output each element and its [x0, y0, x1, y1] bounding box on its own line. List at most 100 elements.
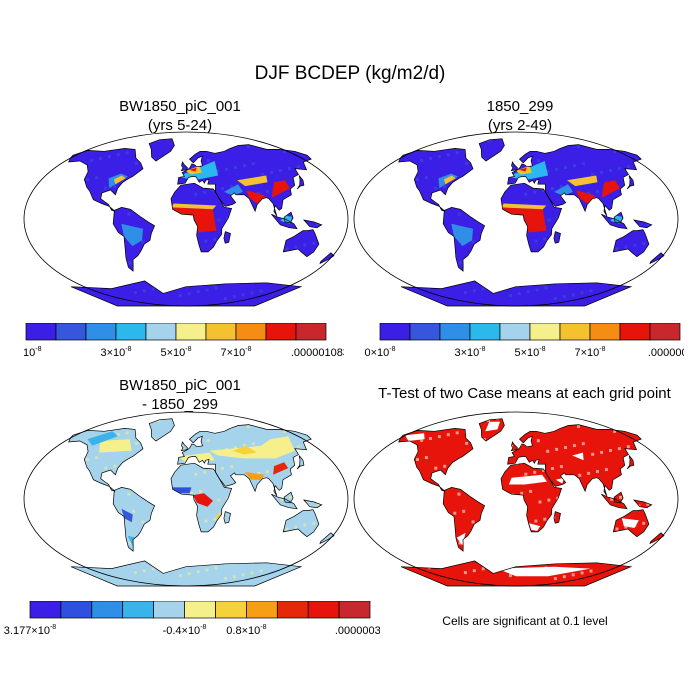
- land-speckle: [346, 149, 349, 152]
- land-speckle: [580, 291, 584, 295]
- land-speckle: [529, 489, 533, 493]
- land-speckle: [424, 456, 428, 460]
- land-speckle: [624, 245, 628, 249]
- land-speckle: [616, 576, 620, 580]
- land-speckle: [472, 289, 476, 293]
- coastline-japan: [296, 175, 305, 190]
- land-speckle: [142, 569, 146, 573]
- panel-title-line1: BW1850_piC_001: [119, 98, 241, 115]
- land-speckle: [223, 297, 227, 301]
- land-speckle: [102, 583, 106, 586]
- land-speckle: [148, 586, 151, 588]
- field-region: [273, 462, 289, 475]
- land-speckle: [316, 222, 320, 226]
- field-region: [171, 203, 217, 210]
- land-speckle: [93, 305, 97, 306]
- land-speckle: [43, 273, 46, 276]
- colorbar-box: [175, 323, 207, 341]
- land-speckle: [373, 553, 376, 556]
- land-speckle: [423, 305, 427, 306]
- land-speckle: [337, 151, 340, 154]
- land-speckle: [273, 139, 277, 143]
- land-speckle: [581, 162, 585, 166]
- land-speckle: [352, 130, 355, 133]
- colorbar-box: [115, 323, 147, 341]
- coastline-northamerica: [398, 148, 474, 212]
- land-speckle: [58, 580, 61, 583]
- land-speckle: [397, 133, 400, 136]
- land-speckle: [457, 492, 461, 496]
- land-speckle: [142, 289, 146, 293]
- coastline-japan: [626, 175, 635, 190]
- land-speckle: [23, 459, 26, 462]
- panel-title-line2: (yrs 2-49): [487, 117, 553, 134]
- land-speckle: [187, 572, 191, 576]
- coastline-africa: [170, 182, 233, 253]
- land-speckle: [266, 470, 269, 473]
- land-speckle: [322, 301, 326, 305]
- land-speckle: [610, 217, 614, 221]
- land-speckle: [80, 148, 84, 152]
- land-speckle: [309, 144, 313, 148]
- land-speckle: [652, 301, 656, 305]
- land-speckle: [609, 169, 612, 172]
- land-speckle: [416, 178, 419, 181]
- land-speckle: [348, 247, 350, 250]
- land-speckle: [318, 142, 322, 146]
- land-speckle: [242, 164, 246, 168]
- land-speckle: [112, 138, 115, 139]
- land-speckle: [534, 239, 538, 243]
- land-speckle: [339, 249, 342, 252]
- land-speckle: [251, 162, 255, 166]
- land-speckle: [187, 292, 191, 296]
- land-speckle: [451, 414, 454, 417]
- land-speckle: [481, 287, 485, 291]
- land-speckle: [451, 134, 454, 137]
- land-speckle: [360, 257, 363, 260]
- land-speckle: [360, 537, 363, 540]
- land-speckle: [677, 478, 680, 481]
- land-speckle: [603, 419, 607, 423]
- land-speckle: [309, 424, 313, 428]
- land-speckle: [375, 156, 378, 159]
- land-speckle: [128, 261, 132, 265]
- land-speckle: [135, 441, 139, 445]
- land-speckle: [43, 553, 46, 556]
- coastline-australia: [282, 509, 320, 538]
- land-speckle: [130, 412, 133, 415]
- land-speckle: [190, 491, 194, 495]
- panel-title-line2: - 1850_299: [142, 396, 218, 413]
- land-speckle: [471, 520, 475, 524]
- land-speckle: [346, 429, 349, 432]
- land-speckle: [370, 304, 373, 307]
- land-speckle: [178, 574, 182, 578]
- land-speckle: [401, 430, 405, 434]
- land-speckle: [76, 131, 79, 134]
- land-speckle: [383, 563, 386, 566]
- land-speckle: [672, 168, 675, 171]
- land-speckle: [121, 414, 124, 417]
- land-speckle: [234, 166, 237, 169]
- land-speckle: [544, 286, 548, 290]
- land-speckle: [225, 167, 229, 171]
- colorbar-box: [295, 323, 327, 341]
- land-speckle: [35, 555, 38, 558]
- coastline-borneo: [283, 491, 294, 504]
- land-speckle: [234, 446, 237, 449]
- land-speckle: [465, 441, 469, 445]
- land-speckle: [666, 280, 669, 283]
- land-speckle: [616, 296, 620, 300]
- land-speckle: [555, 167, 559, 171]
- land-speckle: [283, 429, 287, 433]
- land-speckle: [617, 447, 621, 451]
- land-speckle: [27, 147, 30, 150]
- colorbar-box: [60, 601, 93, 619]
- land-speckle: [442, 138, 445, 139]
- land-speckle: [292, 148, 295, 151]
- land-speckle: [31, 306, 34, 308]
- coastline-madagascar: [553, 231, 561, 244]
- land-speckle: [572, 444, 576, 448]
- land-speckle: [342, 168, 345, 171]
- land-speckle: [666, 560, 669, 563]
- land-speckle: [49, 582, 52, 585]
